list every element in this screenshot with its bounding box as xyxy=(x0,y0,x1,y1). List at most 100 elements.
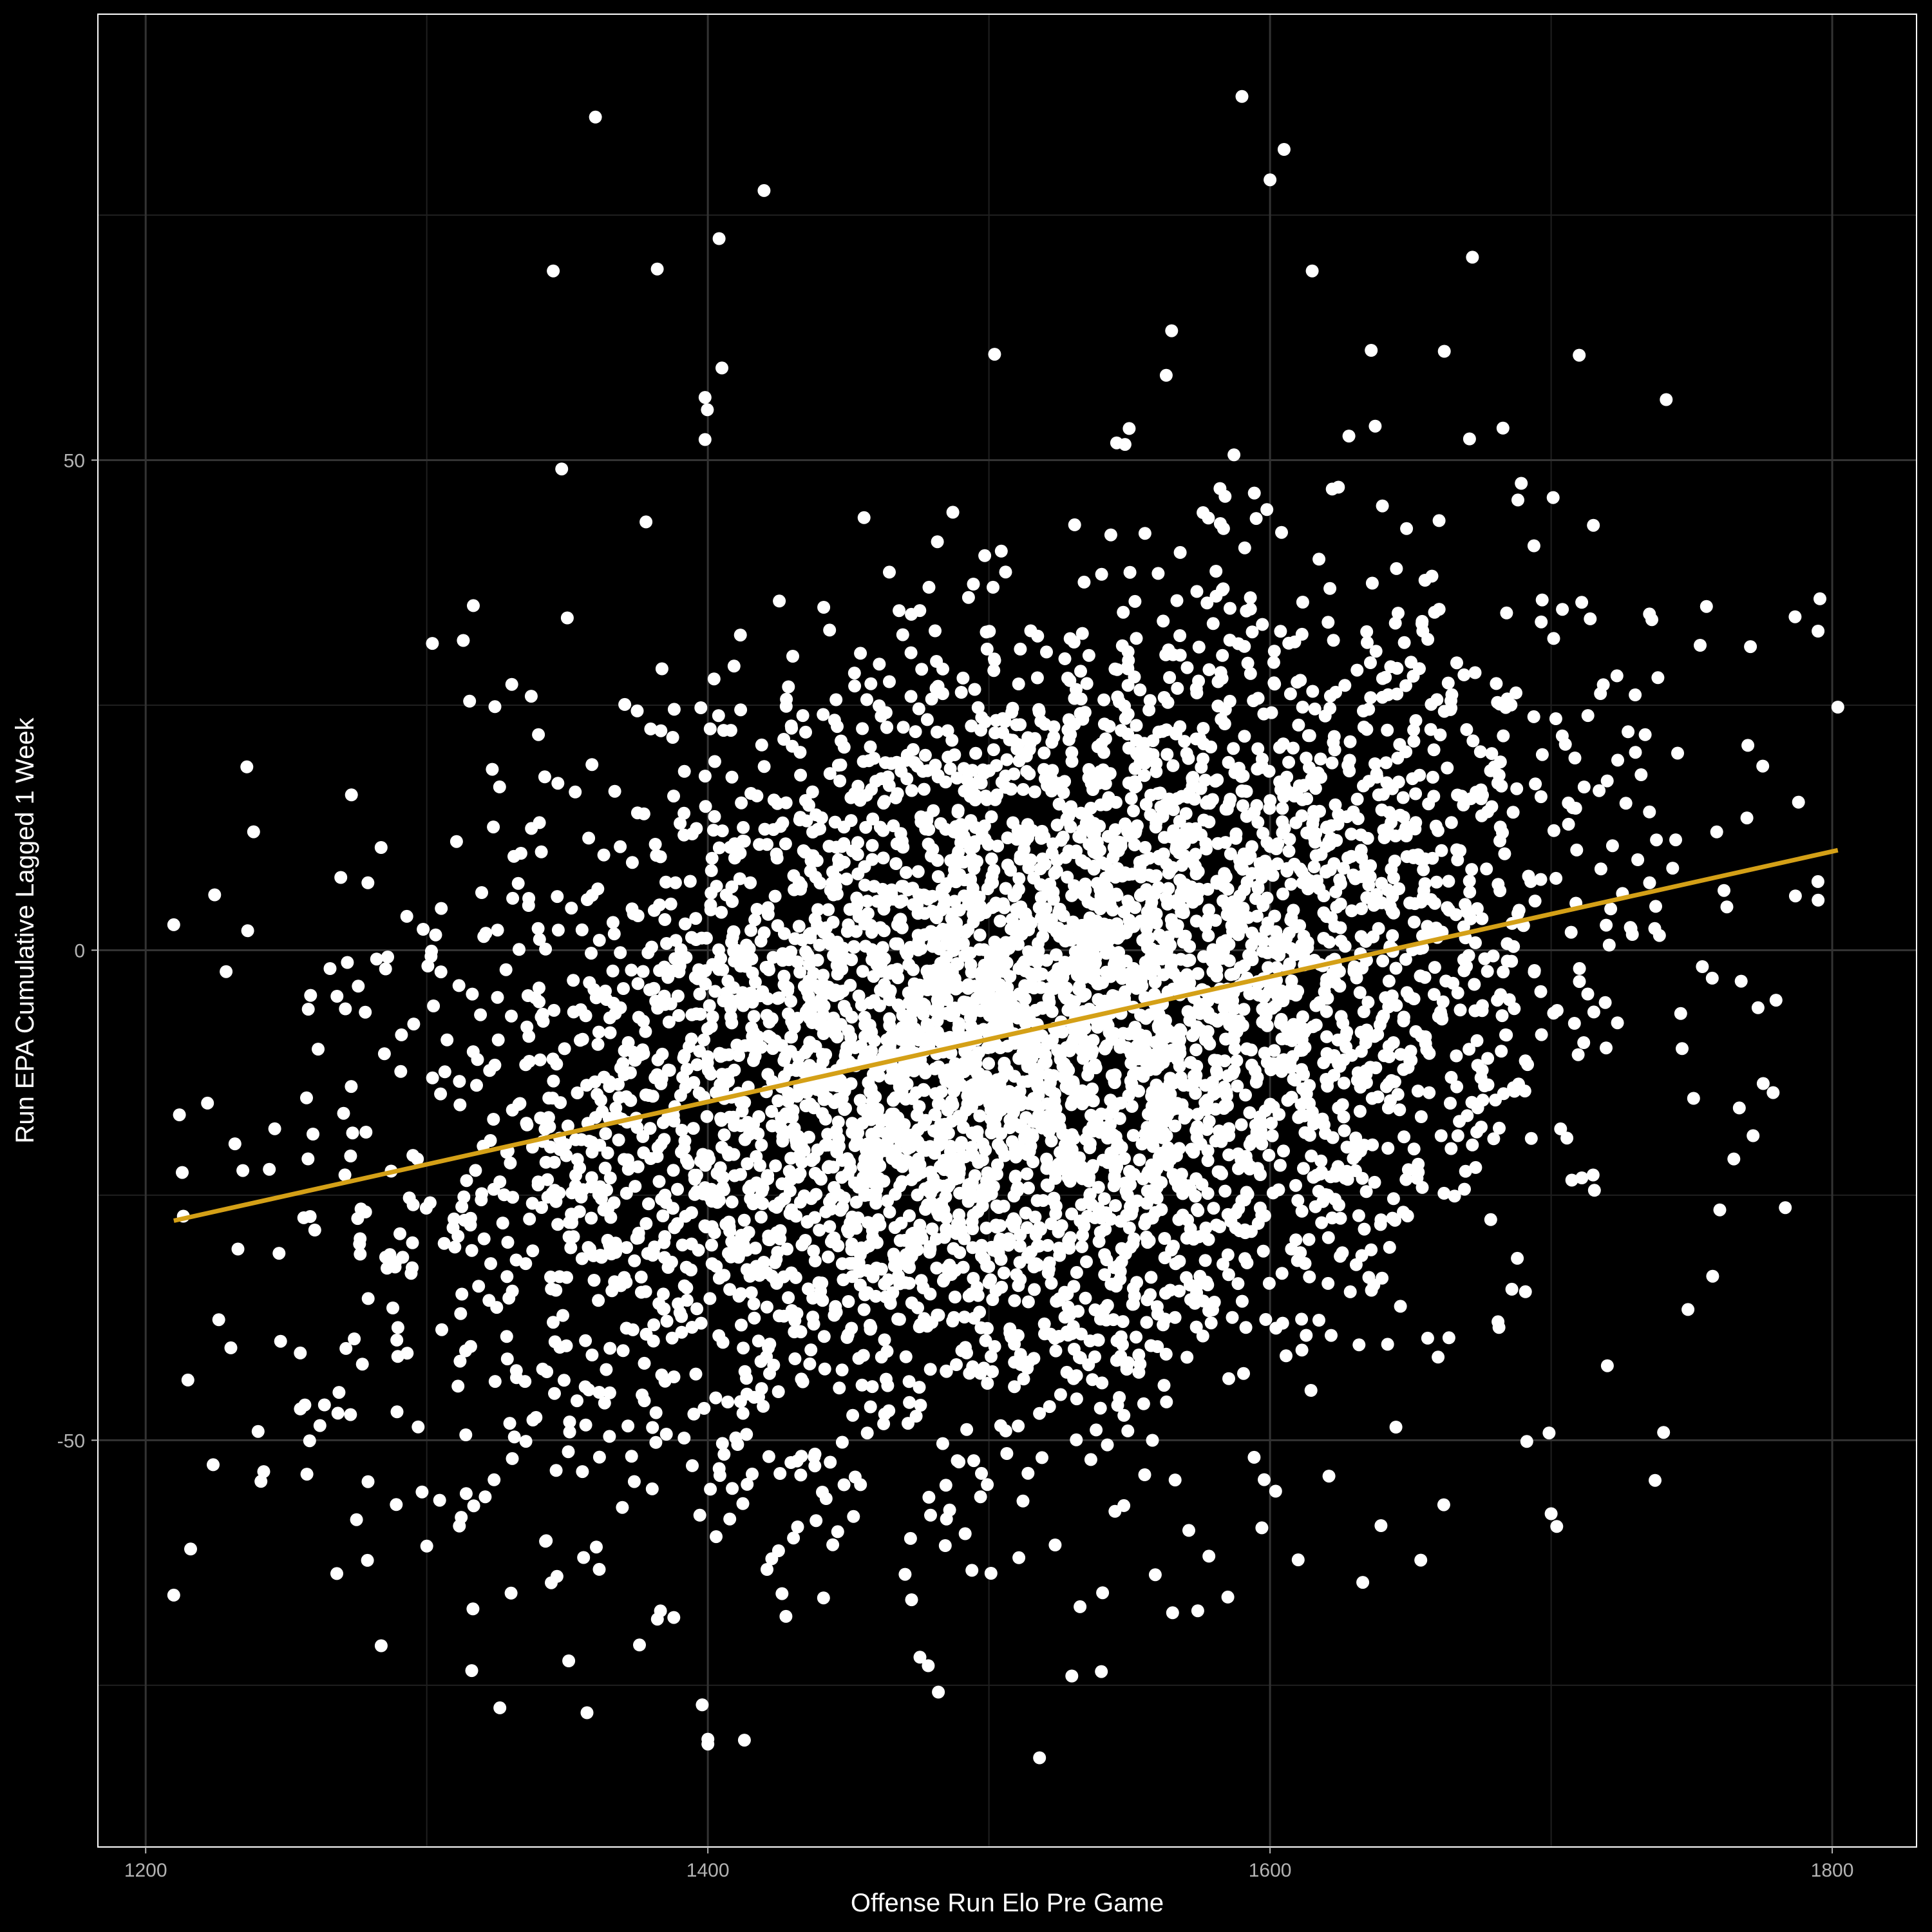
data-point xyxy=(1556,603,1569,616)
data-point xyxy=(1399,745,1413,759)
data-point xyxy=(1046,1193,1060,1207)
data-point xyxy=(1418,877,1432,891)
data-point xyxy=(1343,1285,1357,1298)
data-point xyxy=(930,1262,943,1274)
data-point xyxy=(1378,1049,1391,1063)
data-point xyxy=(1163,671,1177,684)
data-point xyxy=(1018,955,1031,969)
data-point xyxy=(721,1146,735,1159)
data-point xyxy=(788,883,801,896)
data-point xyxy=(1161,696,1175,709)
data-point xyxy=(1326,1131,1340,1144)
data-point xyxy=(1196,1329,1209,1343)
data-point xyxy=(748,1311,761,1325)
data-point xyxy=(802,958,816,971)
data-point xyxy=(1011,1180,1025,1194)
data-point xyxy=(768,889,782,903)
data-point xyxy=(823,1220,837,1233)
data-point xyxy=(1303,1270,1316,1283)
data-point xyxy=(658,1188,672,1202)
data-point xyxy=(1394,1300,1407,1313)
data-point xyxy=(678,917,692,931)
data-point xyxy=(1473,745,1487,759)
data-point xyxy=(1008,1380,1021,1394)
data-point xyxy=(843,903,857,916)
data-point xyxy=(848,667,861,680)
data-point xyxy=(799,794,812,807)
data-point xyxy=(1160,1159,1174,1172)
data-point xyxy=(513,943,526,956)
data-point xyxy=(1643,805,1656,819)
data-point xyxy=(1086,783,1099,796)
data-point xyxy=(987,743,1000,757)
data-point xyxy=(1166,759,1180,772)
data-point xyxy=(1470,1034,1484,1047)
data-point xyxy=(1082,1358,1095,1372)
data-point xyxy=(811,822,824,836)
data-point xyxy=(1231,1277,1245,1291)
data-point xyxy=(1084,1453,1097,1466)
data-point xyxy=(1315,1216,1329,1229)
data-point xyxy=(901,1155,914,1168)
data-point xyxy=(1314,1154,1328,1168)
data-point xyxy=(1065,1669,1079,1683)
data-point xyxy=(560,1339,573,1352)
data-point xyxy=(1397,1063,1410,1076)
data-point xyxy=(486,762,499,776)
data-point xyxy=(994,544,1008,558)
data-point xyxy=(1133,1153,1146,1166)
data-point xyxy=(1341,759,1355,772)
data-point xyxy=(1209,565,1223,578)
data-point xyxy=(1189,1189,1202,1203)
data-point xyxy=(621,1162,635,1176)
data-point xyxy=(587,1249,600,1262)
data-point xyxy=(1527,710,1540,723)
data-point xyxy=(979,1334,992,1347)
data-point xyxy=(621,1419,635,1433)
data-point xyxy=(1067,1280,1081,1293)
data-point xyxy=(705,864,718,877)
data-point xyxy=(455,1287,469,1301)
data-point xyxy=(1399,952,1412,966)
data-point xyxy=(1293,862,1307,876)
data-point xyxy=(639,1025,652,1038)
data-point xyxy=(990,1158,1004,1171)
data-point xyxy=(703,722,717,735)
data-point xyxy=(488,1375,502,1388)
data-point xyxy=(922,580,936,594)
data-point xyxy=(1035,1081,1048,1094)
data-point xyxy=(1130,719,1143,732)
data-point xyxy=(1236,799,1249,813)
data-point xyxy=(1296,1043,1309,1057)
data-point xyxy=(839,1102,852,1115)
data-point xyxy=(1666,862,1680,875)
data-point xyxy=(573,1161,587,1175)
data-point xyxy=(831,720,844,734)
data-point xyxy=(744,876,757,889)
data-point xyxy=(1142,868,1156,882)
data-point xyxy=(1152,1151,1166,1164)
data-point xyxy=(1506,806,1520,819)
data-point xyxy=(824,1455,837,1469)
data-point xyxy=(1340,1041,1353,1054)
data-point xyxy=(1321,1079,1334,1093)
data-point xyxy=(616,1501,629,1514)
data-point xyxy=(723,1220,736,1233)
data-point xyxy=(924,1508,937,1522)
data-point xyxy=(1587,1005,1600,1019)
data-point xyxy=(1089,1061,1103,1075)
data-point xyxy=(746,1197,760,1211)
data-point xyxy=(1495,1045,1508,1058)
data-point xyxy=(703,1153,716,1166)
data-point xyxy=(918,748,932,762)
data-point xyxy=(1074,830,1087,844)
data-point xyxy=(1142,703,1156,717)
data-point xyxy=(1224,847,1237,860)
data-point xyxy=(1407,915,1421,929)
data-point xyxy=(997,1266,1010,1280)
data-point xyxy=(871,947,884,961)
data-point xyxy=(1360,723,1374,736)
data-point xyxy=(1520,1435,1533,1448)
data-point xyxy=(1157,932,1170,945)
data-point xyxy=(1362,878,1376,892)
